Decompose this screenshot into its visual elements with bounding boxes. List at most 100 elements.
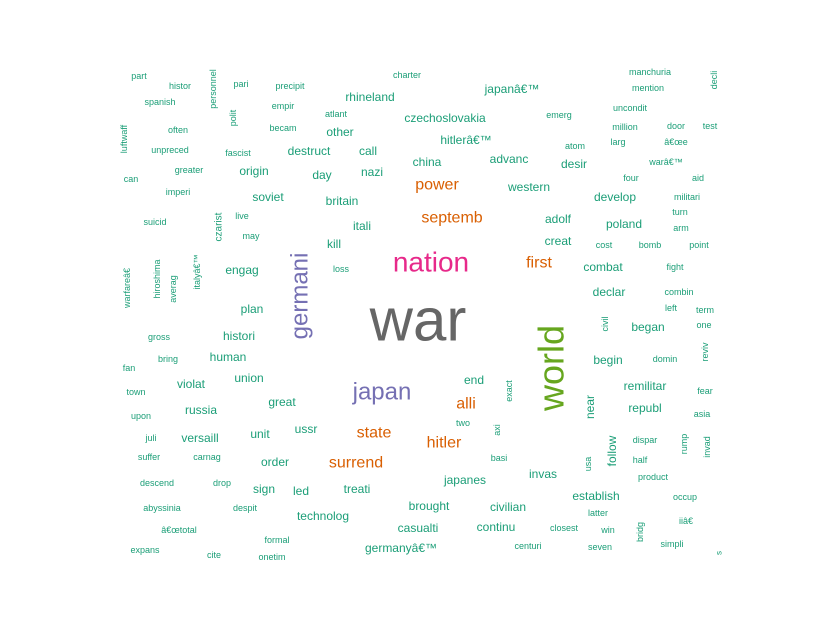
- word-desir: desir: [561, 157, 587, 171]
- word-abyssinia: abyssinia: [143, 503, 181, 513]
- word-china: china: [413, 155, 442, 169]
- word-unpreced: unpreced: [151, 145, 189, 155]
- word-hitler: hitlerâ€™: [440, 133, 491, 147]
- word-test: test: [703, 121, 718, 131]
- word-greater: greater: [175, 165, 204, 175]
- word-britain: britain: [326, 194, 359, 208]
- word-state: state: [357, 425, 392, 442]
- word-fear: fear: [697, 386, 713, 396]
- word-axi: axi: [492, 424, 502, 436]
- word-kill: kill: [327, 237, 341, 251]
- word-japan: japanâ€™: [484, 82, 540, 96]
- word-domin: domin: [653, 354, 678, 364]
- word-pari: pari: [233, 79, 248, 89]
- word-plan: plan: [241, 302, 264, 316]
- word-power: power: [415, 177, 459, 194]
- word-basi: basi: [491, 453, 508, 463]
- word-carnag: carnag: [193, 452, 221, 462]
- word-nazi: nazi: [361, 165, 383, 179]
- word-can: can: [124, 174, 139, 184]
- word-invas: invas: [529, 467, 557, 481]
- word-origin: origin: [239, 164, 268, 178]
- word-advanc: advanc: [490, 152, 529, 166]
- word-other: other: [326, 125, 353, 139]
- word-ii: iiâ€: [679, 516, 693, 526]
- word-onetim: onetim: [258, 552, 285, 562]
- word-million: million: [612, 122, 638, 132]
- word-polit: polit: [228, 109, 238, 126]
- word-door: door: [667, 121, 685, 131]
- word-great: great: [268, 395, 296, 409]
- word-suicid: suicid: [143, 217, 166, 227]
- word-point: point: [689, 240, 709, 250]
- word-hitler: hitler: [427, 435, 462, 452]
- word-exact: exact: [504, 380, 514, 402]
- word-human: human: [210, 350, 247, 364]
- word-spanish: spanish: [144, 97, 175, 107]
- word-soviet: soviet: [252, 190, 284, 204]
- word-itali: itali: [353, 219, 371, 233]
- word-luftwaff: luftwaff: [119, 124, 129, 153]
- word-despit: despit: [233, 503, 258, 513]
- word-declar: declar: [593, 285, 626, 299]
- word-asia: asia: [694, 409, 711, 419]
- word-win: win: [600, 525, 615, 535]
- word-nation: nation: [393, 247, 469, 278]
- word-brought: brought: [409, 499, 450, 513]
- word-product: product: [638, 472, 669, 482]
- word-expans: expans: [130, 545, 160, 555]
- word-surrend: surrend: [329, 455, 383, 472]
- word-personnel: personnel: [208, 69, 218, 109]
- word-first: first: [526, 255, 552, 272]
- word-warfare: warfareâ€: [122, 268, 132, 309]
- word-combin: combin: [664, 287, 693, 297]
- word-seven: seven: [588, 542, 612, 552]
- word-charter: charter: [393, 70, 421, 80]
- word-develop: develop: [594, 190, 636, 204]
- word-hiroshima: hiroshima: [152, 259, 162, 298]
- word-versaill: versaill: [181, 431, 218, 445]
- word-mention: mention: [632, 83, 664, 93]
- word-manchuria: manchuria: [629, 67, 671, 77]
- word-latter: latter: [588, 508, 608, 518]
- word-usa: usa: [583, 457, 593, 472]
- word-begin: begin: [593, 353, 622, 367]
- word-bomb: bomb: [639, 240, 662, 250]
- word-republ: republ: [628, 401, 661, 415]
- word-civilian: civilian: [490, 500, 526, 514]
- word-combat: combat: [583, 260, 623, 274]
- word-germani: germani: [287, 253, 314, 340]
- word-invad: invad: [702, 436, 712, 458]
- word-civil: civil: [600, 317, 610, 332]
- word-term: term: [696, 305, 714, 315]
- word-s: s: [715, 551, 724, 555]
- word-septemb: septemb: [421, 210, 482, 227]
- word-town: town: [126, 387, 145, 397]
- word-near: near: [583, 395, 597, 419]
- word-day: day: [312, 168, 331, 182]
- word-alli: alli: [456, 396, 476, 413]
- word-formal: formal: [264, 535, 289, 545]
- word-descend: descend: [140, 478, 174, 488]
- word-becam: becam: [269, 123, 296, 133]
- word-end: end: [464, 373, 484, 387]
- word-part: part: [131, 71, 147, 81]
- word-two: two: [456, 418, 470, 428]
- word-empir: empir: [272, 101, 295, 111]
- word-imperi: imperi: [166, 187, 191, 197]
- word-union: union: [234, 371, 263, 385]
- word-arm: arm: [673, 223, 689, 233]
- word-order: order: [261, 455, 289, 469]
- word-unit: unit: [250, 427, 270, 441]
- word-emerg: emerg: [546, 110, 572, 120]
- word-centuri: centuri: [514, 541, 541, 551]
- word-reviv: reviv: [700, 342, 710, 362]
- word-upon: upon: [131, 411, 151, 421]
- word-militari: militari: [674, 192, 700, 202]
- word-precipit: precipit: [275, 81, 305, 91]
- word-czechoslovakia: czechoslovakia: [404, 111, 486, 125]
- word-creat: creat: [545, 234, 572, 248]
- word-histori: histori: [223, 329, 255, 343]
- word-loss: loss: [333, 264, 350, 274]
- word-simpli: simpli: [660, 539, 683, 549]
